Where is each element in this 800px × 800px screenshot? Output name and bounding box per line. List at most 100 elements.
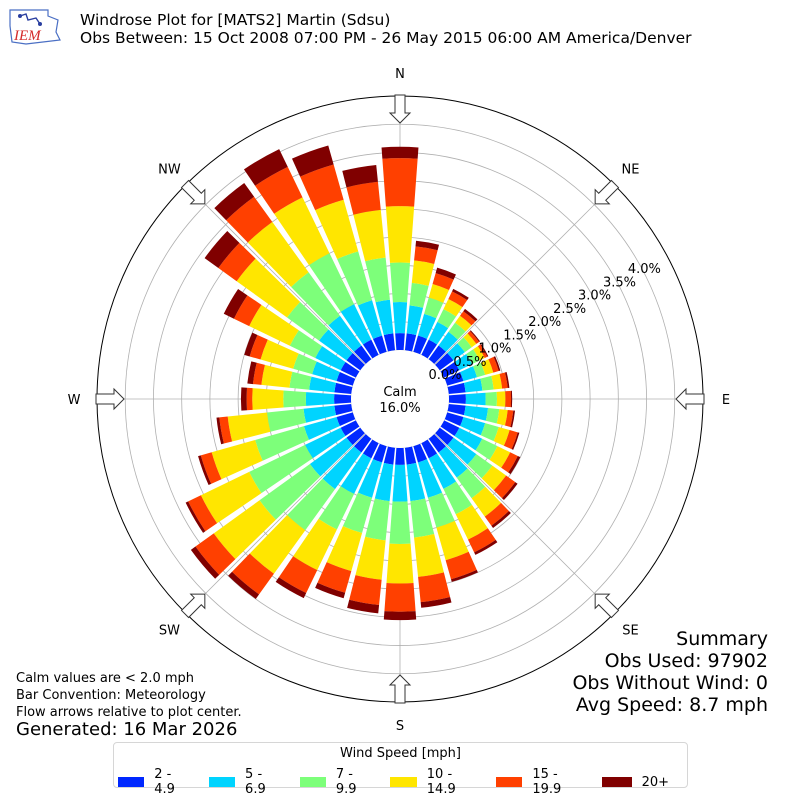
windrose-bar-segment (228, 571, 260, 599)
windrose-bar-segment (504, 372, 510, 389)
windrose-bar-segment (505, 390, 512, 408)
windrose-bar-segment (467, 454, 493, 479)
legend-swatch (299, 777, 326, 787)
windrose-bar-segment (249, 444, 313, 494)
windrose-bar-segment (437, 309, 457, 329)
legend-item: 10 - 14.9 (390, 767, 478, 797)
windrose-bar-segment (444, 412, 464, 427)
windrose-bar-segment (357, 300, 383, 339)
windrose-bar-segment (480, 343, 489, 357)
windrose-bar-segment (340, 304, 372, 345)
flow-arrow-icon (594, 593, 620, 619)
generated-date: Generated: 16 Mar 2026 (16, 719, 238, 740)
windrose-bar-segment (395, 333, 405, 351)
windrose-bar-segment (480, 375, 494, 391)
windrose-bar-segment (340, 453, 372, 494)
windrose-bar-segment (362, 439, 379, 459)
windrose-bar-segment (473, 362, 486, 378)
windrose-bar-segment (227, 412, 271, 442)
windrose-bar-segment (469, 330, 481, 342)
windrose-bar-segment (315, 346, 346, 371)
compass-label: SE (622, 624, 638, 639)
windrose-bar-segment (342, 492, 373, 534)
windrose-bar-segment (454, 354, 473, 371)
windrose-bar-segment (427, 492, 455, 528)
windrose-bar-segment (503, 430, 518, 450)
windrose-bar-segment (200, 452, 222, 484)
windrose-bar-segment (480, 423, 499, 442)
summary-box: Summary Obs Used: 97902 Obs Without Wind… (572, 628, 768, 716)
windrose-bar-segment (411, 260, 435, 286)
windrose-bar-segment (414, 534, 444, 577)
windrose-bar-segment (471, 486, 502, 517)
logo-text: IEM (13, 28, 42, 44)
windrose-bar-segment (448, 322, 466, 340)
windrose-bar-segment (317, 562, 352, 593)
windrose-bar-segment (491, 511, 511, 529)
windrose-bar-segment (413, 443, 428, 463)
windrose-bar-segment (249, 304, 299, 346)
windrose-bar-segment (455, 315, 472, 332)
legend: Wind Speed [mph] 2 - 4.9 5 - 6.9 7 - 9.9 10… (113, 742, 688, 797)
windrose-bar-segment (435, 267, 456, 280)
windrose-bar-segment (274, 197, 330, 266)
legend-item: 2 - 4.9 (118, 767, 191, 797)
windrose-bar-segment (460, 311, 476, 326)
windrose-bar-segment (413, 335, 428, 355)
windrose-bar-segment (440, 361, 460, 378)
windrose-bar-segment (438, 446, 468, 478)
windrose-bar-segment (287, 301, 329, 341)
compass-label: SW (159, 624, 180, 639)
grid-spoke (434, 184, 615, 365)
windrose-bar-segment (406, 462, 426, 502)
windrose-bar-segment (510, 390, 513, 408)
windrose-bar-segment (444, 371, 464, 386)
note-bar-convention: Bar Convention: Meteorology (16, 688, 206, 703)
windrose-bar-segment (410, 498, 435, 538)
windrose-bar-segment (261, 364, 293, 388)
ring-label: 2.5% (553, 302, 586, 317)
windrose-bar-segment (334, 403, 353, 416)
windrose-bar-segment (466, 349, 480, 365)
windrose-bar-segment (213, 500, 276, 560)
windrose-bar-segment (384, 582, 416, 612)
ring-label: 2.0% (528, 315, 561, 330)
windrose-bar-segment (365, 257, 390, 303)
windrose-bar-segment (390, 262, 410, 303)
windrose-bar-segment (501, 482, 518, 501)
windrose-bar-segment (450, 569, 478, 582)
windrose-bar-segment (328, 315, 362, 352)
flow-arrow-icon (594, 179, 620, 205)
windrose-bar-segment (477, 344, 488, 359)
windrose-bar-segment (315, 582, 346, 599)
legend-item: 20+ (601, 767, 669, 797)
summary-avg-speed: Avg Speed: 8.7 mph (575, 694, 768, 716)
windrose-bar-segment (340, 361, 360, 378)
windrose-bar-segment (289, 330, 323, 359)
windrose-bar-segment (392, 302, 408, 334)
compass-label: S (396, 719, 404, 734)
windrose-bar-segment (382, 158, 418, 207)
compass-label: W (68, 393, 81, 408)
windrose-bar-segment (428, 453, 457, 489)
windrose-bar-segment (275, 577, 307, 599)
legend-label: 15 - 19.9 (532, 767, 562, 797)
windrose-bar-segment (300, 164, 344, 211)
windrose-bar-segment (185, 501, 206, 533)
windrose-bar-segment (303, 416, 340, 440)
windrose-bar-segment (493, 475, 516, 499)
compass-label: E (722, 393, 730, 408)
windrose-bar-segment (383, 446, 396, 465)
windrose-bar-segment (372, 443, 387, 463)
windrose-bar-segment (357, 459, 383, 498)
windrose-bar-segment (255, 166, 303, 214)
windrose-bar-segment (510, 410, 516, 428)
summary-obs-used: Obs Used: 97902 (604, 650, 768, 672)
windrose-bar-segment (448, 291, 468, 308)
windrose-bar-segment (480, 359, 494, 375)
windrose-bar-segment (247, 361, 257, 385)
summary-heading: Summary (676, 628, 768, 650)
windrose-bar-segment (236, 258, 301, 318)
windrose-bar-segment (460, 416, 486, 436)
windrose-bar-segment (447, 437, 477, 465)
